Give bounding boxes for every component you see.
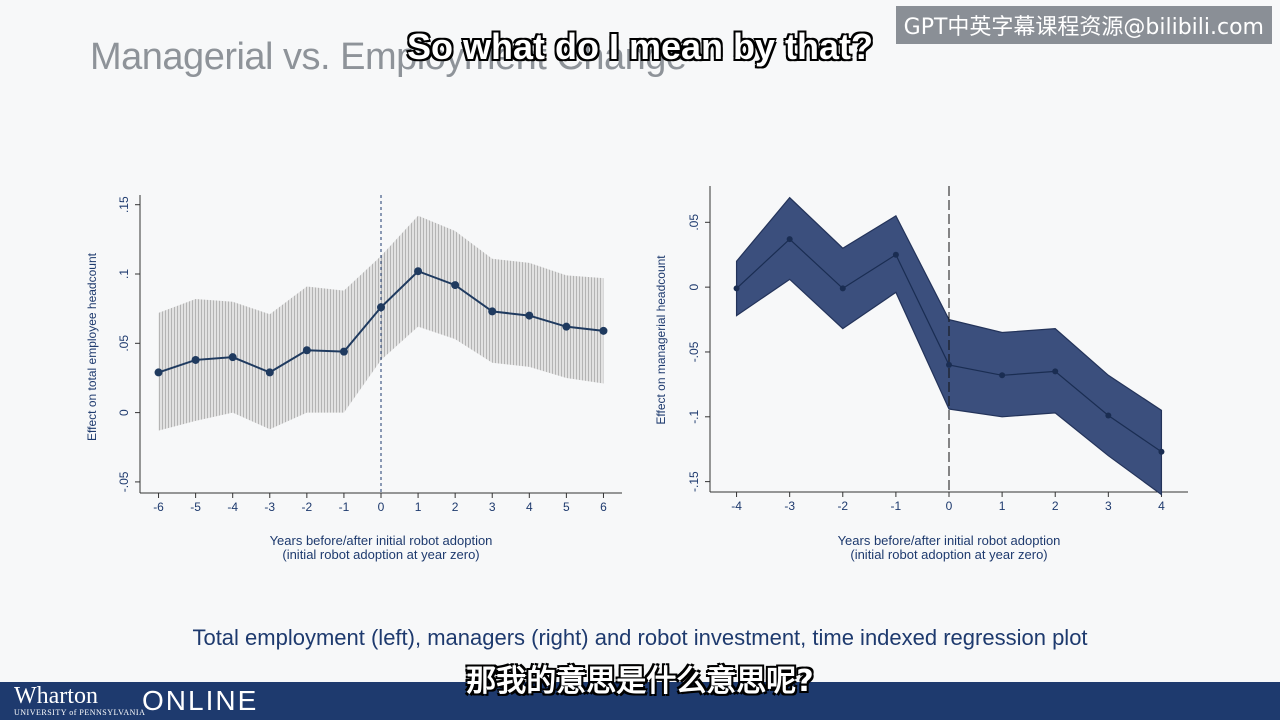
x-tick-label: 4 <box>526 500 533 514</box>
y-axis-title: Effect on managerial headcount <box>654 255 668 425</box>
y-tick-label: .1 <box>117 269 131 279</box>
data-point <box>892 251 899 258</box>
x-tick-label: -6 <box>153 500 164 514</box>
data-point <box>414 267 423 276</box>
y-tick-label: .05 <box>117 335 131 352</box>
x-tick-label: -1 <box>339 500 350 514</box>
data-point <box>562 322 571 331</box>
data-point <box>265 368 274 377</box>
data-point <box>946 361 952 368</box>
x-tick-label: 1 <box>999 499 1006 513</box>
x-tick-label: -4 <box>227 500 238 514</box>
x-tick-label: 0 <box>378 500 385 514</box>
slide-title: Managerial vs. Employment Change <box>90 36 687 78</box>
x-tick-label: 2 <box>452 500 459 514</box>
x-tick-label: 3 <box>489 500 496 514</box>
y-tick-label: .15 <box>117 196 131 213</box>
data-point <box>228 353 237 362</box>
x-axis-subtitle: (initial robot adoption at year zero) <box>282 547 479 562</box>
x-tick-label: -2 <box>837 499 848 513</box>
y-tick-label: -.15 <box>687 471 701 492</box>
x-tick-label: -4 <box>731 499 742 513</box>
data-point <box>451 281 460 290</box>
data-point <box>191 355 200 364</box>
x-tick-label: -5 <box>190 500 201 514</box>
data-point <box>525 311 534 320</box>
data-point <box>339 347 348 356</box>
x-tick-label: -2 <box>302 500 313 514</box>
subtitle-chinese: 那我的意思是什么意思呢? <box>466 664 814 699</box>
x-tick-label: 2 <box>1052 499 1059 513</box>
x-axis-title: Years before/after initial robot adoptio… <box>838 533 1061 548</box>
x-tick-label: 1 <box>415 500 422 514</box>
watermark: GPT中英字幕课程资源@bilibili.com <box>895 6 1272 44</box>
data-point <box>1158 448 1165 455</box>
footer-bar: Wharton UNIVERSITY of PENNSYLVANIA ONLIN… <box>0 682 1280 720</box>
y-tick-label: -.05 <box>117 471 131 492</box>
wharton-logo: Wharton UNIVERSITY of PENNSYLVANIA <box>14 684 145 717</box>
data-point <box>154 368 163 377</box>
data-point <box>733 285 740 292</box>
data-point <box>302 346 311 355</box>
slide-caption: Total employment (left), managers (right… <box>192 625 1088 650</box>
y-tick-label: -.05 <box>687 341 701 362</box>
data-point <box>1105 412 1112 419</box>
data-point <box>377 303 385 312</box>
y-axis-title: Effect on total employee headcount <box>85 252 99 441</box>
brand-online: ONLINE <box>142 685 259 716</box>
subtitle-english: So what do I mean by that? <box>406 25 874 68</box>
x-tick-label: 3 <box>1105 499 1112 513</box>
x-tick-label: -3 <box>264 500 275 514</box>
x-axis-subtitle: (initial robot adoption at year zero) <box>850 547 1047 562</box>
x-tick-label: 0 <box>946 499 953 513</box>
x-tick-label: 4 <box>1158 499 1165 513</box>
x-tick-label: 6 <box>600 500 607 514</box>
brand-name: Wharton <box>14 683 98 709</box>
y-tick-label: 0 <box>117 409 131 416</box>
brand-sub: UNIVERSITY of PENNSYLVANIA <box>14 708 146 717</box>
data-point <box>999 372 1006 379</box>
chart-total-employment: -.05 0 .05 .1 .15 -6 -5 -4 -3 -2 -1 0 1 2 3 4 5 6 Effect … <box>85 195 622 562</box>
x-tick-label: -3 <box>784 499 795 513</box>
data-point <box>786 236 793 243</box>
data-point <box>1052 368 1059 375</box>
x-tick-label: 5 <box>563 500 570 514</box>
y-tick-label: 0 <box>687 283 701 290</box>
data-point <box>599 326 608 335</box>
y-tick-label: -.1 <box>687 409 701 423</box>
x-tick-label: -1 <box>891 499 902 513</box>
chart-managerial: -.15 -.1 -.05 0 .05 -4 -3 -2 -1 0 1 2 3 4 Effect on m… <box>654 186 1188 562</box>
data-point <box>488 307 497 316</box>
data-point <box>839 285 846 292</box>
y-tick-label: .05 <box>687 214 701 231</box>
x-axis-title: Years before/after initial robot adoptio… <box>270 533 493 548</box>
